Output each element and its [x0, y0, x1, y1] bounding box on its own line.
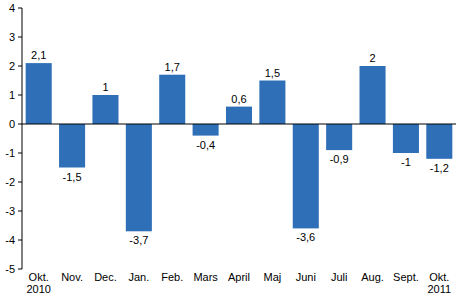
x-tick-label: Okt.2011: [427, 271, 451, 295]
y-tick-label: -2: [5, 176, 15, 188]
data-label: 1: [102, 81, 108, 93]
x-tick-label: April: [228, 271, 250, 283]
chart-container: -5 -4 -3 -2 -1 0 1 2 3 4 Okt.2010 Nov. Dec. Jan. Feb. M…: [0, 0, 458, 297]
y-tick: [18, 95, 22, 96]
x-tick-label: Juli: [331, 271, 348, 283]
y-tick: [18, 8, 22, 9]
data-label: 1,7: [165, 61, 180, 73]
y-tick-label: -4: [5, 234, 15, 246]
y-tick-label: 0: [9, 118, 15, 130]
data-label: -3,7: [129, 234, 148, 246]
data-label: 0,6: [231, 93, 246, 105]
data-label: 2,1: [31, 49, 46, 61]
bar: [159, 75, 185, 124]
x-tick-label: Maj: [264, 271, 282, 283]
y-axis: [22, 8, 23, 269]
bar: [426, 124, 452, 159]
data-label: -1,2: [430, 162, 449, 174]
y-tick-label: 3: [9, 31, 15, 43]
bar: [26, 63, 52, 124]
y-tick: [18, 211, 22, 212]
data-label: -3,6: [296, 231, 315, 243]
bar: [193, 124, 219, 136]
y-tick: [18, 66, 22, 67]
y-tick: [18, 153, 22, 154]
data-label: -1: [401, 156, 411, 168]
y-tick: [18, 37, 22, 38]
bar: [226, 107, 252, 124]
x-tick-label: Jan.: [128, 271, 149, 283]
baseline: [22, 124, 456, 125]
bar: [59, 124, 85, 168]
bar: [126, 124, 152, 231]
x-tick-label: Juni: [296, 271, 316, 283]
data-label: -1,5: [63, 171, 82, 183]
y-tick-label: 1: [9, 89, 15, 101]
x-tick-label: Dec.: [94, 271, 117, 283]
x-tick-label: Feb.: [161, 271, 183, 283]
bars: [26, 63, 453, 231]
bar: [393, 124, 419, 153]
x-tick-label: Aug.: [361, 271, 384, 283]
data-label: 1,5: [265, 67, 280, 79]
bar: [293, 124, 319, 228]
data-label: 2: [369, 52, 375, 64]
y-tick-label: 4: [9, 2, 15, 14]
x-tick-label: Mars: [193, 271, 218, 283]
y-tick-label: 2: [9, 60, 15, 72]
y-tick: [18, 269, 22, 270]
data-label: -0,4: [196, 139, 215, 151]
x-tick-label: Nov.: [61, 271, 83, 283]
bar: [326, 124, 352, 150]
x-tick-label: Sept.: [393, 271, 419, 283]
data-label: -0,9: [330, 153, 349, 165]
bar: [92, 95, 118, 124]
bar: [360, 66, 386, 124]
y-tick: [18, 182, 22, 183]
y-tick: [18, 240, 22, 241]
y-tick-label: -3: [5, 205, 15, 217]
y-tick: [18, 124, 22, 125]
y-tick-label: -5: [5, 263, 15, 275]
bar: [259, 81, 285, 125]
chart: -5 -4 -3 -2 -1 0 1 2 3 4 Okt.2010 Nov. Dec. Jan. Feb. M…: [0, 0, 458, 297]
x-tick-label: Okt.2010: [26, 271, 50, 295]
y-tick-label: -1: [5, 147, 15, 159]
